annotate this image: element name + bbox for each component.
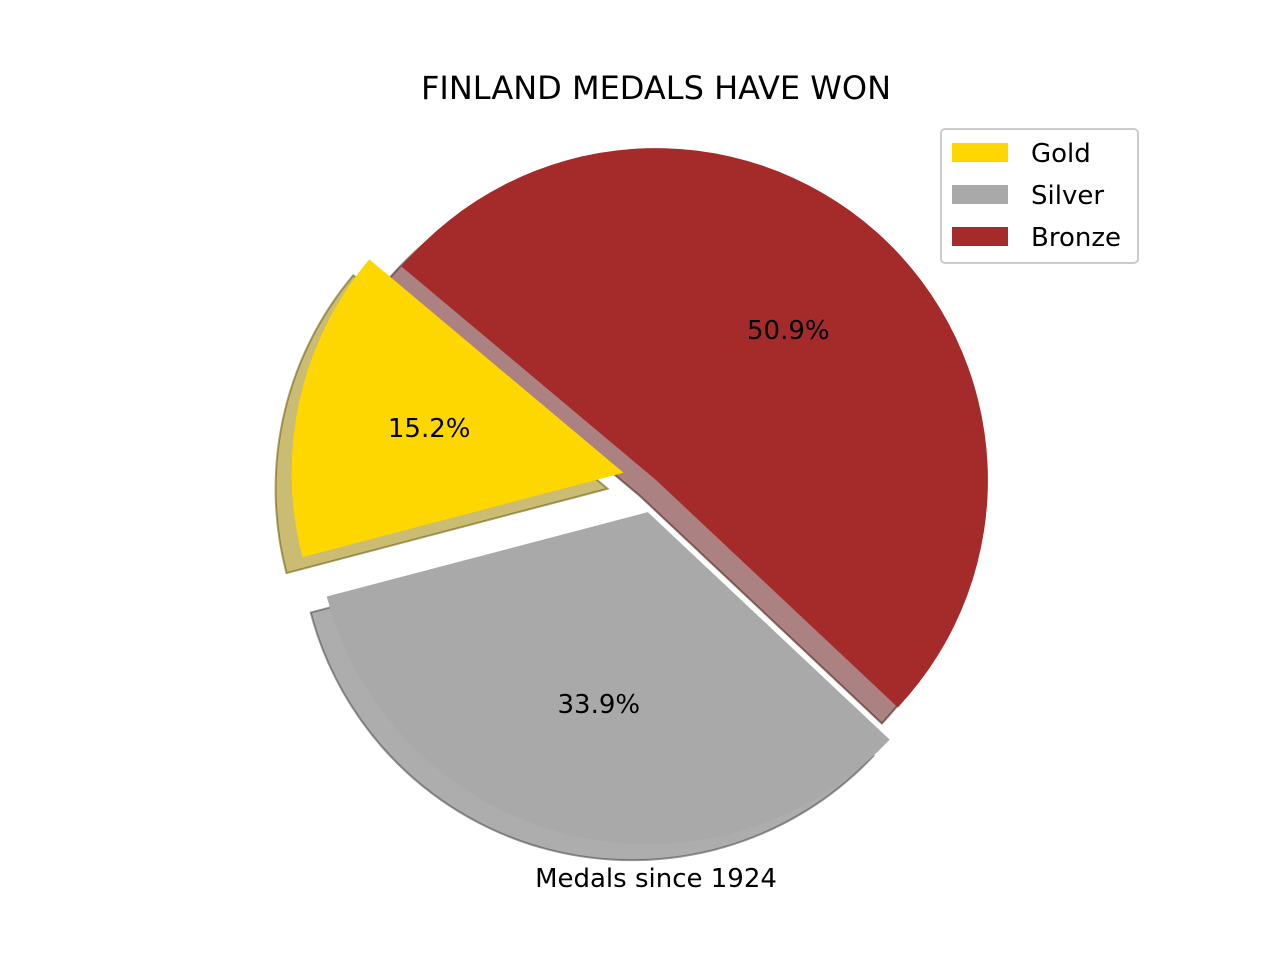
pie-label-silver: 33.9% [557, 690, 640, 720]
legend-label-gold: Gold [1031, 139, 1091, 169]
pie-slice-silver [326, 512, 890, 845]
pie-label-bronze: 50.9% [747, 316, 830, 346]
legend-items: Gold Silver Bronze [952, 139, 1121, 253]
pie-label-gold: 15.2% [388, 414, 471, 444]
slice-layer [291, 148, 988, 845]
pie-slice-bronze [401, 148, 988, 708]
legend-label-silver: Silver [1031, 181, 1104, 211]
pie-slice-gold [291, 259, 624, 558]
legend-swatch-gold [952, 143, 1008, 162]
legend-swatch-silver [952, 185, 1008, 204]
x-axis-label: Medals since 1924 [535, 864, 777, 894]
legend-label-bronze: Bronze [1031, 223, 1121, 253]
legend-swatch-bronze [952, 227, 1008, 246]
label-layer: 15.2% 33.9% 50.9% [388, 316, 830, 720]
chart-title: FINLAND MEDALS HAVE WON [421, 69, 891, 107]
legend: Gold Silver Bronze [940, 128, 1139, 264]
